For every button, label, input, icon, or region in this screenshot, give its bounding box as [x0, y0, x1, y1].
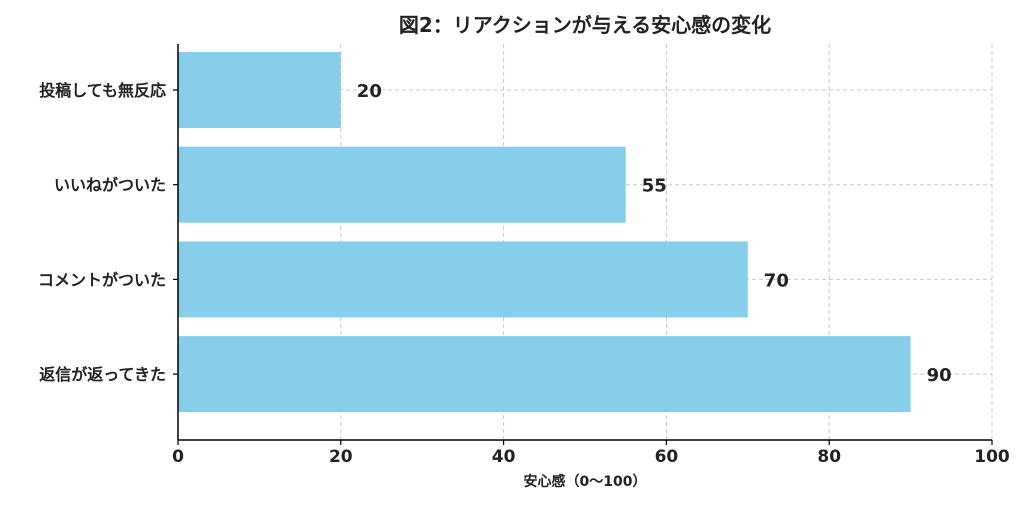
category-label-2: コメントがついた — [38, 270, 166, 289]
bar-3 — [178, 336, 911, 413]
data-label-2: 70 — [764, 270, 789, 291]
bar-0 — [178, 52, 341, 128]
axes — [173, 44, 993, 445]
category-label-3: 返信が返ってきた — [39, 365, 166, 384]
bar-1 — [178, 146, 626, 223]
category-label-0: 投稿しても無反応 — [39, 81, 166, 100]
chart-title: 図2：リアクションが与える安心感の変化 — [399, 13, 771, 37]
x-tick-label-0: 0 — [172, 447, 184, 467]
bar-2 — [178, 241, 748, 318]
x-tick-label-100: 100 — [974, 447, 1010, 467]
labels: 0 20 40 60 80 100 投稿しても無反応いいねがついたコメントがついた返信が返っ… — [38, 81, 1010, 467]
data-label-3: 90 — [927, 365, 952, 386]
data-label-0: 20 — [357, 81, 382, 102]
bars — [178, 52, 911, 413]
x-tick-label-20: 20 — [329, 447, 353, 467]
x-tick-label-80: 80 — [817, 447, 841, 467]
data-label-1: 55 — [642, 176, 667, 197]
x-axis-label: 安心感（0〜100） — [524, 473, 647, 490]
x-tick-label-60: 60 — [655, 447, 679, 467]
category-label-1: いいねがついた — [54, 176, 166, 195]
x-tick-label-40: 40 — [492, 447, 516, 467]
